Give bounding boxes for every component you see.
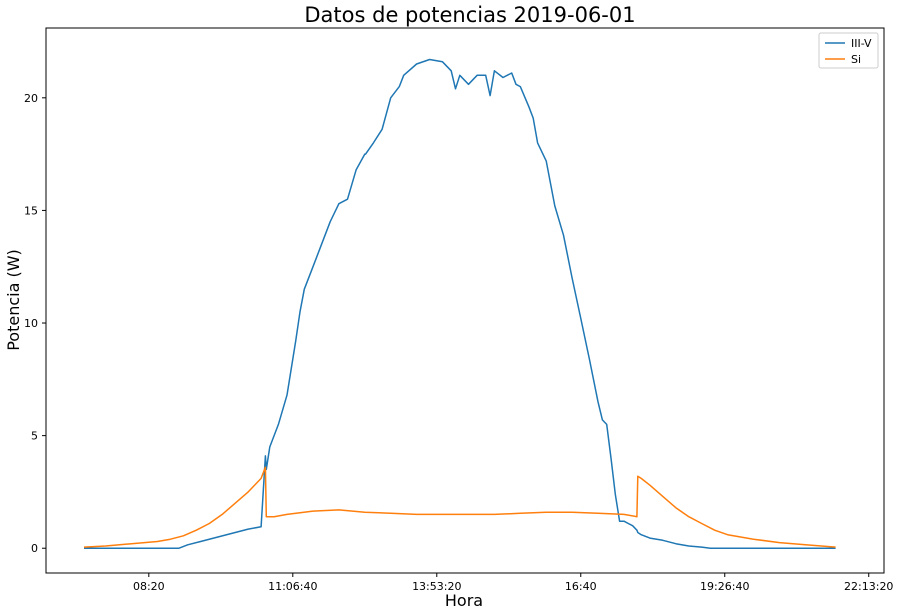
x-tick-label: 13:53:20 xyxy=(412,580,461,593)
series-line-iii-v xyxy=(84,58,836,549)
x-tick-label: 11:06:40 xyxy=(268,580,317,593)
y-axis-label: Potencia (W) xyxy=(4,249,23,351)
y-tick-label: 20 xyxy=(24,92,38,105)
x-axis-label: Hora xyxy=(445,591,483,610)
y-tick-label: 15 xyxy=(24,204,38,217)
legend-label: III-V xyxy=(851,37,872,50)
series-lines xyxy=(83,58,836,549)
legend: III-V Si xyxy=(818,32,879,69)
legend-label: Si xyxy=(851,53,861,66)
x-tick-label: 08:20 xyxy=(133,580,165,593)
y-tick-label: 0 xyxy=(31,542,38,555)
x-tick-label: 22:13:20 xyxy=(844,580,893,593)
y-tick-label: 5 xyxy=(31,430,38,443)
x-tick-label: 16:40 xyxy=(565,580,597,593)
axis-ticks: 08:20 11:06:40 13:53:20 16:40 19:26:40 22:13:… xyxy=(24,92,893,593)
x-tick-label: 19:26:40 xyxy=(700,580,749,593)
y-tick-label: 10 xyxy=(24,317,38,330)
series-line-si xyxy=(83,466,836,548)
chart-title: Datos de potencias 2019-06-01 xyxy=(304,3,635,27)
plot-frame xyxy=(45,27,885,574)
